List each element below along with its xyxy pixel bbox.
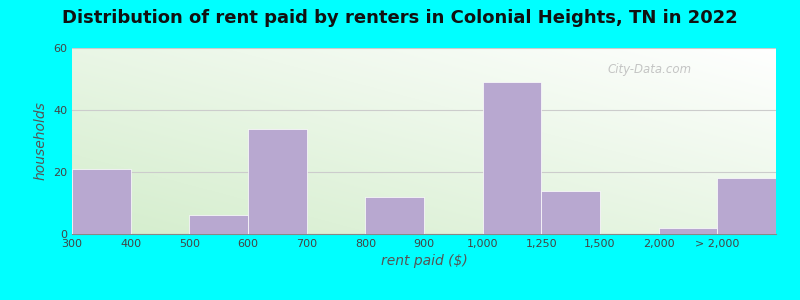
Text: City-Data.com: City-Data.com [607, 63, 691, 76]
Bar [72, 169, 130, 234]
Bar [542, 190, 600, 234]
Bar [718, 178, 776, 234]
Bar [482, 82, 542, 234]
Bar [190, 215, 248, 234]
Bar [248, 129, 306, 234]
X-axis label: rent paid ($): rent paid ($) [381, 254, 467, 268]
Text: Distribution of rent paid by renters in Colonial Heights, TN in 2022: Distribution of rent paid by renters in … [62, 9, 738, 27]
Bar [366, 197, 424, 234]
Y-axis label: households: households [34, 102, 47, 180]
Bar [658, 228, 718, 234]
